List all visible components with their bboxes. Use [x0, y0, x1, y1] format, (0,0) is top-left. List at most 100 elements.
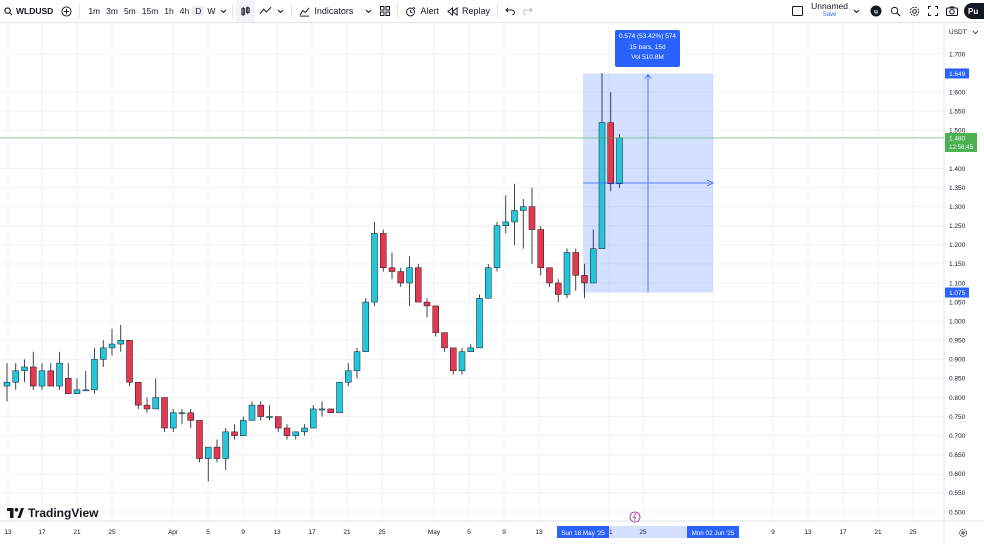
candles-icon [240, 5, 251, 17]
symbol-name: WLDUSD [16, 6, 54, 16]
candle-body [56, 362, 63, 387]
layout-menu[interactable]: Unnamed Save [788, 0, 864, 22]
price-tick: 1.500 [949, 128, 966, 135]
replay-button[interactable]: Replay [443, 0, 494, 22]
layout-save-link[interactable]: Save [822, 12, 837, 18]
timeframe-5m[interactable]: 5m [123, 6, 136, 16]
settings-button[interactable] [905, 0, 924, 22]
candle-body [502, 221, 509, 227]
compare-symbol-button[interactable] [57, 0, 76, 22]
candle-body [353, 351, 361, 372]
candle-body [196, 420, 203, 459]
time-tick: 9 [771, 529, 775, 536]
lightning-icon [632, 512, 637, 522]
timeframe-1h[interactable]: 1h [164, 6, 174, 16]
timeframe-d[interactable]: D [192, 6, 205, 16]
candle-body [616, 137, 623, 185]
candle-body [108, 343, 116, 349]
quick-search-button[interactable] [886, 0, 905, 22]
candle-body [493, 225, 501, 268]
timeframe-group: 1m 3m 5m 15m 1h 4h D W [83, 0, 229, 22]
timeframe-w[interactable]: W [207, 6, 216, 16]
chevron-down-icon [853, 9, 860, 14]
gear-icon[interactable] [959, 529, 967, 537]
indicators-button[interactable]: Indicators [295, 0, 376, 22]
candle-body [47, 370, 54, 387]
time-tick: 21 [343, 529, 351, 536]
symbol-search[interactable]: WLDUSD [0, 0, 57, 22]
plus-circle-icon [61, 5, 72, 17]
candle-body [423, 301, 431, 307]
fullscreen-button[interactable] [924, 0, 942, 22]
candle-body [38, 370, 46, 387]
indicators-label: Indicators [314, 6, 354, 16]
account-button[interactable]: u [866, 0, 886, 22]
price-tick: 0.950 [949, 338, 966, 345]
candle-body [12, 370, 19, 383]
chevron-down-icon[interactable] [220, 9, 227, 14]
undo-button[interactable] [501, 0, 519, 22]
indicators-icon [299, 6, 310, 17]
publish-button[interactable]: Pu [964, 3, 984, 19]
measure-volume: Vol 510.8M [631, 54, 664, 61]
timeframe-4h[interactable]: 4h [179, 6, 190, 16]
price-tick: 1.700 [949, 51, 966, 58]
timeframe-3m[interactable]: 3m [106, 6, 118, 16]
timeframe-1m[interactable]: 1m [88, 6, 101, 16]
candle-body [327, 408, 334, 414]
top-toolbar: WLDUSD 1m 3m 5m 15m 1h 4h D W [0, 0, 984, 23]
time-tick: 21 [73, 529, 81, 536]
layouts-button[interactable] [376, 0, 394, 22]
chevron-down-icon[interactable] [972, 30, 979, 35]
time-tick: 17 [308, 529, 316, 536]
timeframe-15m[interactable]: 15m [141, 6, 159, 16]
price-tick: 0.650 [949, 452, 966, 459]
candle-body [135, 381, 142, 406]
candle-body [380, 233, 387, 268]
tradingview-logo[interactable]: TradingView [7, 506, 98, 520]
candle-body [415, 267, 422, 303]
drawing-line-button[interactable] [255, 0, 288, 22]
layout-title: Unnamed [811, 1, 848, 11]
candle-body [555, 282, 562, 295]
price-tick: 1.300 [949, 204, 966, 211]
candle-body [450, 347, 457, 372]
candle-body [275, 416, 282, 429]
candle-body [100, 347, 107, 360]
candle-body [590, 248, 597, 284]
price-chart[interactable]: 1.700 1.600 1.550 1.500 1.400 1.350 1.300 1.250… [0, 23, 984, 544]
candle-body [458, 351, 466, 372]
chevron-down-icon [277, 9, 284, 14]
candle-body [362, 301, 369, 352]
arrow-up-icon [644, 73, 652, 79]
time-tick: 9 [502, 529, 506, 536]
event-marker-icon[interactable] [629, 511, 641, 523]
currency-label[interactable]: USDT [949, 29, 967, 36]
range-start-badge [557, 526, 609, 538]
redo-button[interactable] [519, 0, 537, 22]
candle-body [572, 252, 579, 276]
candle-body [213, 446, 221, 459]
candle-body [467, 347, 474, 352]
time-tick: 17 [839, 529, 847, 536]
candle-body [432, 305, 439, 333]
candle-body [520, 206, 527, 211]
time-tick: May [428, 529, 441, 536]
candle-body [240, 420, 247, 436]
tradingview-logo-icon [7, 508, 24, 518]
candle-body [441, 332, 448, 349]
divider [397, 4, 399, 18]
candle-body [607, 122, 614, 185]
time-tick: 21 [605, 529, 613, 536]
alert-button[interactable]: Alert [401, 0, 443, 22]
chart-type-button[interactable] [236, 0, 256, 22]
candle-body [82, 389, 89, 392]
snapshot-button[interactable] [942, 0, 962, 22]
grid-icon [380, 6, 391, 16]
line-chart-icon [259, 6, 272, 16]
time-axis[interactable]: 13172125Apr5913172125May5913212529131721… [4, 529, 917, 536]
price-tick: 1.200 [949, 242, 966, 249]
camera-icon [946, 6, 958, 16]
price-axis[interactable] [944, 23, 984, 521]
candle-body [485, 267, 492, 299]
